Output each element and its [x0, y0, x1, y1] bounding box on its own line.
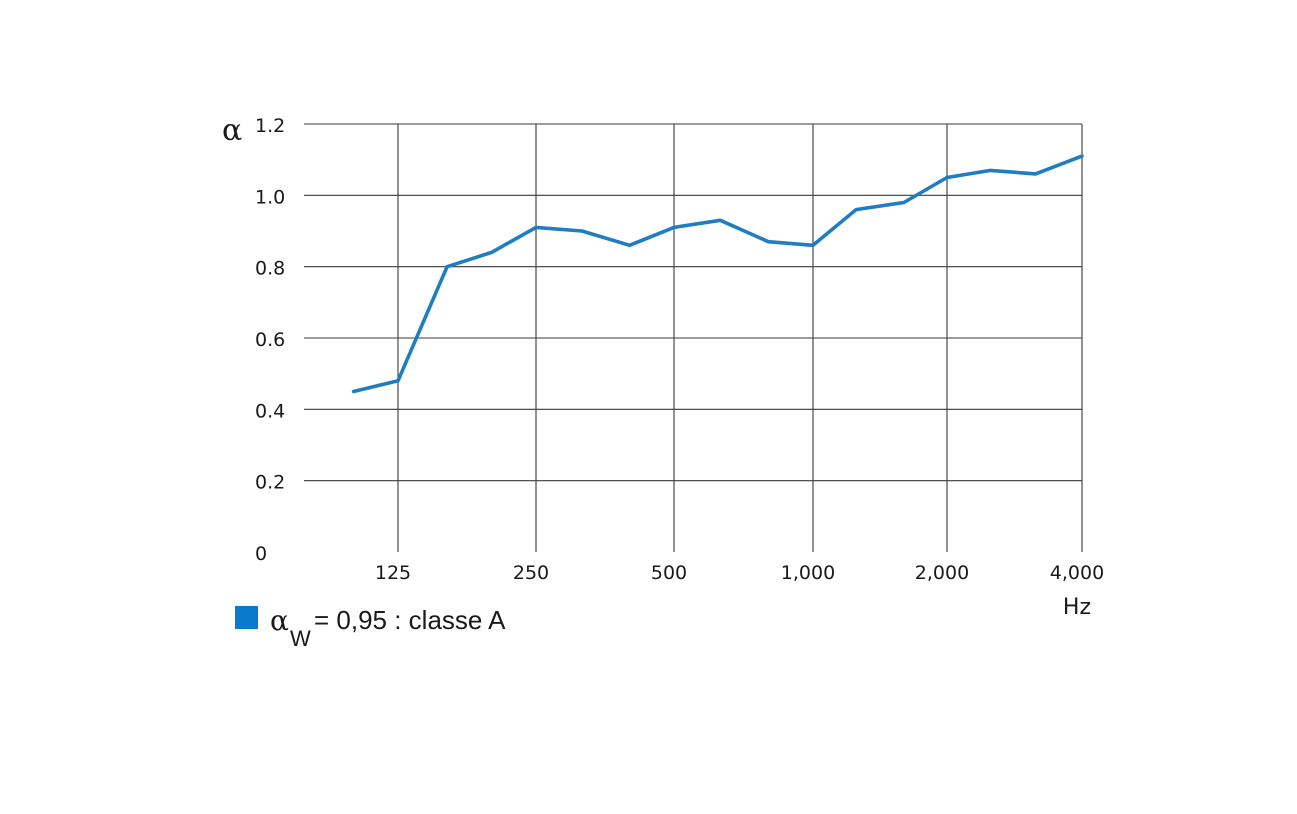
- legend-label: = 0,95 : classe A: [314, 605, 506, 635]
- legend: α W = 0,95 : classe A: [235, 604, 506, 651]
- x-tick-label: 250: [513, 562, 549, 584]
- y-tick-label: 1.0: [255, 186, 285, 208]
- x-axis-ticks: 125 250 500 1,000 2,000 4,000: [375, 562, 1104, 584]
- y-tick-label: 0.6: [255, 329, 285, 351]
- y-tick-label: 1.2: [255, 115, 285, 137]
- y-axis-symbol: α: [222, 113, 242, 148]
- y-axis-ticks: 0 0.2 0.4 0.6 0.8 1.0 1.2: [255, 115, 285, 565]
- x-tick-label: 2,000: [915, 562, 969, 584]
- legend-alpha-symbol: α: [270, 604, 289, 637]
- y-tick-label: 0.8: [255, 258, 285, 280]
- x-tick-label: 1,000: [781, 562, 835, 584]
- y-tick-label: 0.4: [255, 400, 285, 422]
- x-axis-unit-label: Hz: [1063, 595, 1091, 620]
- series-group: [351, 154, 1084, 394]
- chart-grid: [304, 123, 1083, 552]
- y-tick-label: 0.2: [255, 472, 285, 494]
- x-tick-label: 500: [651, 562, 687, 584]
- y-tick-label: 0: [255, 543, 267, 565]
- x-tick-label: 125: [375, 562, 411, 584]
- x-tick-label: 4,000: [1050, 562, 1104, 584]
- series-line: [351, 154, 1084, 394]
- legend-subscript: W: [290, 626, 311, 651]
- legend-marker: [235, 606, 258, 629]
